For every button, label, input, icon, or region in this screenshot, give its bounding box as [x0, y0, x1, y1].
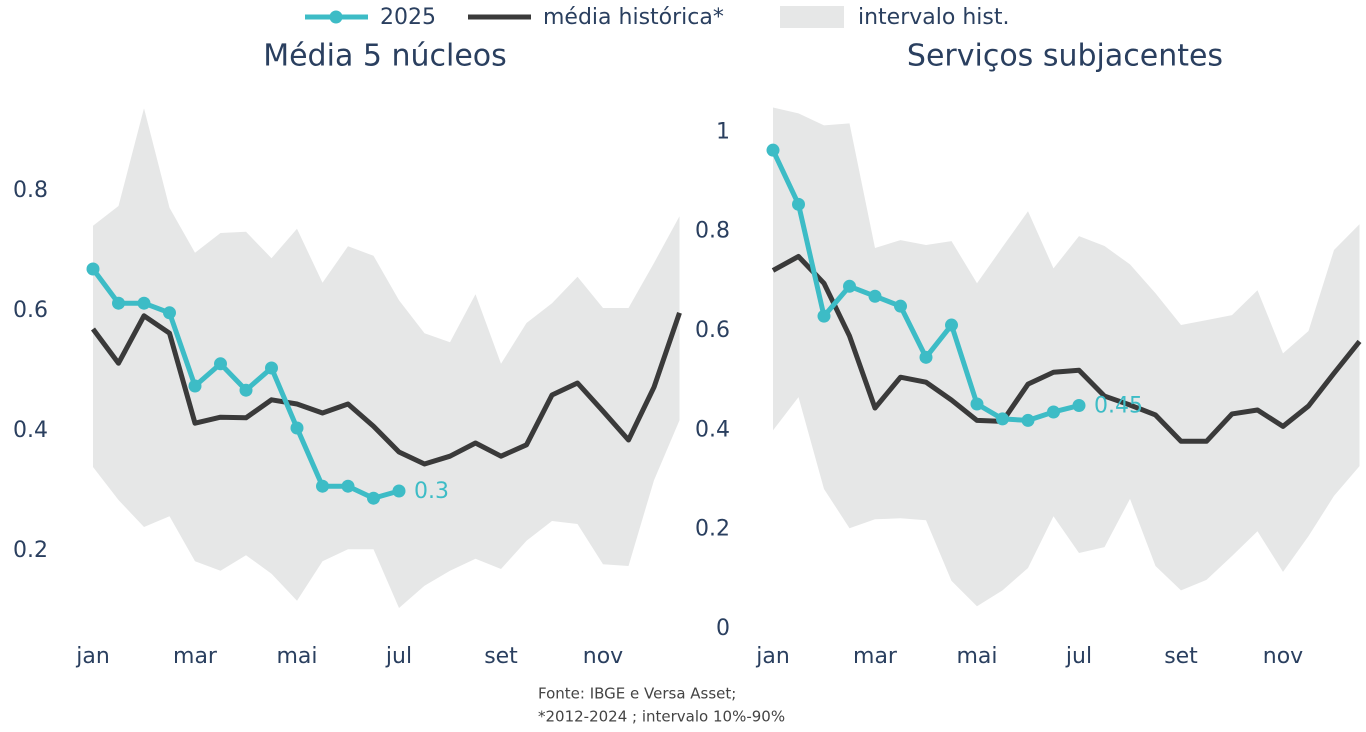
- series-marker: [1021, 413, 1035, 427]
- series-marker: [214, 357, 227, 371]
- series-marker: [970, 397, 984, 411]
- series-marker: [843, 279, 856, 293]
- series-marker: [1072, 399, 1086, 413]
- x-tick-label: jul: [1065, 644, 1092, 669]
- series-marker: [1047, 405, 1060, 419]
- series-marker: [341, 479, 355, 493]
- x-tick-label: jul: [385, 644, 412, 669]
- series-marker: [996, 412, 1009, 426]
- x-tick-label: mai: [276, 644, 317, 669]
- y-tick-label: 0: [716, 616, 730, 641]
- x-tick-label: jan: [75, 644, 110, 669]
- legend-swatch: [329, 10, 343, 24]
- legend-swatch: [780, 6, 844, 28]
- x-tick-label: set: [1164, 644, 1198, 669]
- series-marker: [817, 309, 831, 323]
- value-label: 0.3: [414, 479, 449, 504]
- series-marker: [239, 383, 253, 397]
- x-tick-label: set: [484, 644, 518, 669]
- y-tick-label: 0.8: [695, 219, 730, 244]
- legend-label: média histórica*: [543, 5, 724, 30]
- chart-title: Serviços subjacentes: [907, 39, 1223, 74]
- source-note: Fonte: IBGE e Versa Asset;: [538, 685, 736, 703]
- series-marker: [367, 491, 380, 505]
- y-tick-label: 0.6: [13, 298, 48, 323]
- y-tick-label: 0.2: [695, 517, 730, 542]
- series-marker: [868, 289, 882, 303]
- series-marker: [265, 361, 278, 375]
- series-marker: [894, 299, 907, 313]
- y-tick-label: 0.4: [13, 418, 48, 443]
- footnote: *2012-2024 ; intervalo 10%-90%: [538, 708, 785, 726]
- legend-label: 2025: [380, 5, 436, 30]
- y-tick-label: 0.8: [13, 178, 48, 203]
- series-marker: [919, 350, 933, 364]
- series-marker: [945, 318, 958, 332]
- series-marker: [112, 296, 125, 310]
- legend-label: intervalo hist.: [858, 5, 1009, 30]
- series-marker: [163, 306, 176, 320]
- x-tick-label: mar: [173, 644, 218, 669]
- series-marker: [137, 296, 151, 310]
- interval-band: [93, 108, 680, 608]
- x-tick-label: jan: [755, 644, 790, 669]
- series-marker: [86, 262, 100, 276]
- series-marker: [290, 421, 304, 435]
- series-line: [90, 311, 682, 467]
- series-marker: [392, 484, 406, 498]
- series-marker: [188, 379, 202, 393]
- y-tick-label: 1: [716, 119, 730, 144]
- series-line: [771, 253, 1362, 444]
- y-tick-label: 0.6: [695, 318, 730, 343]
- series-marker: [766, 143, 780, 157]
- y-tick-label: 0.2: [13, 538, 48, 563]
- x-tick-label: mai: [956, 644, 997, 669]
- chart-title: Média 5 núcleos: [263, 39, 507, 74]
- x-tick-label: nov: [1263, 644, 1303, 669]
- value-label: 0.45: [1094, 394, 1143, 419]
- x-tick-label: mar: [853, 644, 898, 669]
- interval-band: [773, 107, 1360, 607]
- series-marker: [316, 479, 329, 493]
- y-tick-label: 0.4: [695, 417, 730, 442]
- x-tick-label: nov: [583, 644, 623, 669]
- series-marker: [792, 197, 805, 211]
